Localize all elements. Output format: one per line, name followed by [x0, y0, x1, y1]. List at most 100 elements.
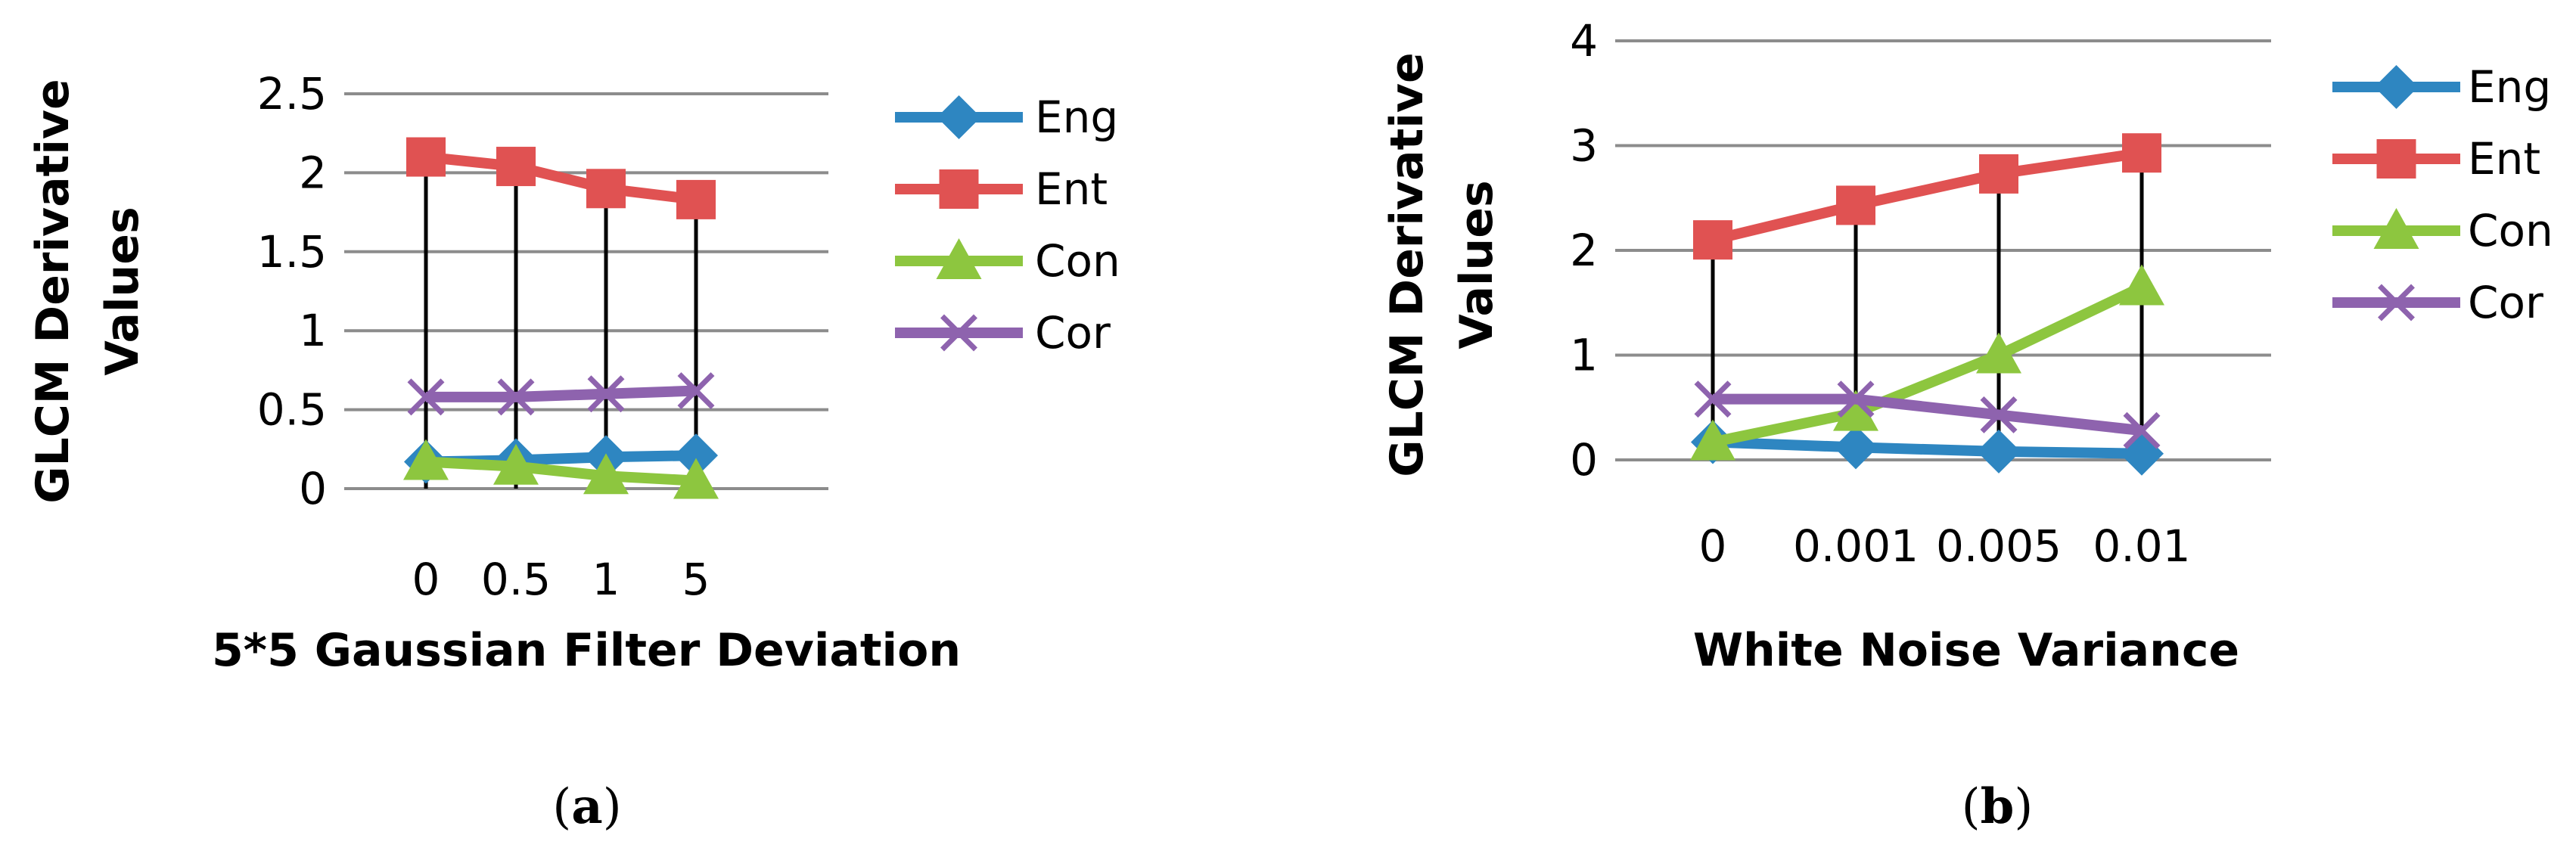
series-line-con: [1711, 282, 2145, 448]
data-point-ent: [1836, 185, 1875, 225]
series-con: [1690, 264, 2164, 461]
series-cor: [1694, 380, 2161, 449]
legend-label: Eng: [1035, 92, 1118, 143]
y-tick-label: 3: [1570, 120, 1598, 172]
data-point-cor: [1837, 380, 1875, 418]
data-point-cor: [2123, 411, 2161, 449]
series-line-cor: [426, 385, 697, 402]
data-point-ent: [586, 169, 626, 209]
legend-label: Cor: [1035, 307, 1111, 359]
series-line-eng: [1712, 436, 2143, 459]
data-point-con: [493, 443, 539, 485]
legend-label: Ent: [1035, 163, 1108, 215]
y-tick-label: 1: [299, 305, 327, 356]
chart-a: 0 0.5 1 1.5 2 2.5 0 0.5 1 5 GLCM Derivative Values 5…: [26, 68, 1120, 835]
data-point-ent: [406, 137, 446, 177]
legend-marker: [937, 95, 981, 139]
legend-marker: [939, 169, 979, 209]
x-tick-label: 0.01: [2093, 520, 2190, 572]
panel-caption: (b): [1962, 778, 2034, 835]
caption-letter: b: [1981, 778, 2015, 835]
x-tick-label: 0: [1699, 520, 1727, 572]
legend-marker: [2378, 284, 2415, 321]
data-point-ent: [2122, 133, 2161, 173]
series-ent: [1693, 133, 2161, 260]
caption-paren-close: ): [2014, 779, 2033, 835]
legend-label: Eng: [2468, 61, 2551, 113]
data-point-con: [1976, 332, 2021, 374]
legend-marker: [2373, 208, 2419, 249]
legend-label: Ent: [2468, 133, 2540, 185]
x-axis-label: 5*5 Gaussian Filter Deviation: [212, 624, 961, 677]
legend-entry-cor: Cor: [2332, 277, 2543, 328]
legend-entry-con: Con: [895, 235, 1120, 287]
data-point-con: [403, 439, 449, 480]
data-point-cor: [497, 378, 535, 416]
series-con: [403, 439, 719, 499]
x-tick-label: 0.5: [481, 554, 551, 605]
data-point-cor: [1694, 380, 1732, 418]
series-line-cor: [1713, 393, 2143, 436]
series-cor: [407, 372, 715, 416]
x-tick-label: 1: [592, 554, 620, 605]
data-point-eng: [1834, 425, 1878, 470]
legend: Eng Ent Con Cor: [895, 92, 1120, 359]
data-point-cor: [587, 375, 625, 413]
legend-entry-ent: Ent: [895, 163, 1108, 215]
x-tick-label: 5: [682, 554, 710, 605]
caption-letter: a: [571, 778, 602, 835]
caption-paren-close: ): [603, 779, 622, 835]
data-point-eng: [2120, 431, 2164, 476]
y-tick-label: 1: [1570, 330, 1598, 381]
y-tick-label: 2: [299, 147, 327, 198]
panel-caption: (a): [552, 778, 621, 835]
legend-entry-cor: Cor: [895, 307, 1111, 359]
y-tick-label: 2: [1570, 225, 1598, 276]
data-point-ent: [676, 179, 716, 219]
legend-entry-eng: Eng: [2332, 61, 2551, 113]
x-tick-label: 0.001: [1793, 520, 1919, 572]
data-point-ent: [1693, 220, 1732, 260]
legend-label: Con: [2468, 205, 2553, 256]
data-point-con: [583, 453, 629, 495]
data-point-cor: [677, 372, 715, 410]
y-tick-label: 1.5: [257, 226, 327, 278]
x-tick-label: 0.005: [1936, 520, 2062, 572]
caption-paren-open: (: [552, 779, 571, 835]
legend-marker: [2374, 65, 2419, 109]
series-line-ent: [1711, 147, 2143, 245]
y-tick-label: 0.5: [257, 384, 327, 436]
y-tick-label: 4: [1570, 15, 1598, 67]
legend-entry-ent: Ent: [2332, 133, 2540, 185]
data-point-con: [673, 458, 719, 499]
y-tick-label: 2.5: [257, 68, 327, 120]
caption-paren-open: (: [1962, 779, 1981, 835]
series-ent: [406, 137, 716, 219]
legend-label: Con: [1035, 235, 1120, 287]
legend-entry-con: Con: [2332, 205, 2553, 256]
legend-marker: [940, 314, 977, 352]
chart-b: 0 1 2 3 4 0 0.001 0.005 0.01 GLCM Derivative Value…: [1381, 15, 2553, 835]
y-axis-label: GLCM Derivative Values: [26, 79, 149, 503]
legend-marker: [936, 238, 982, 279]
data-point-con: [1833, 390, 1878, 431]
data-point-eng: [1977, 429, 2021, 474]
data-point-eng: [674, 433, 718, 478]
y-tick-label: 0: [299, 463, 327, 514]
series-line-con: [425, 456, 697, 486]
y-tick-label: 0: [1570, 434, 1598, 486]
data-point-ent: [496, 147, 536, 187]
x-tick-label: 0: [412, 554, 440, 605]
series-line-ent: [425, 151, 697, 205]
y-axis-label: GLCM Derivative Values: [1381, 52, 1503, 477]
legend-marker: [2376, 139, 2416, 179]
data-point-con: [2119, 264, 2164, 306]
legend-entry-eng: Eng: [895, 92, 1118, 143]
legend-label: Cor: [2468, 277, 2543, 328]
x-axis-label: White Noise Variance: [1693, 624, 2239, 677]
legend: Eng Ent Con Cor: [2332, 61, 2553, 328]
data-point-cor: [407, 378, 445, 416]
data-point-con: [1690, 419, 1735, 461]
data-point-ent: [1979, 154, 2018, 194]
